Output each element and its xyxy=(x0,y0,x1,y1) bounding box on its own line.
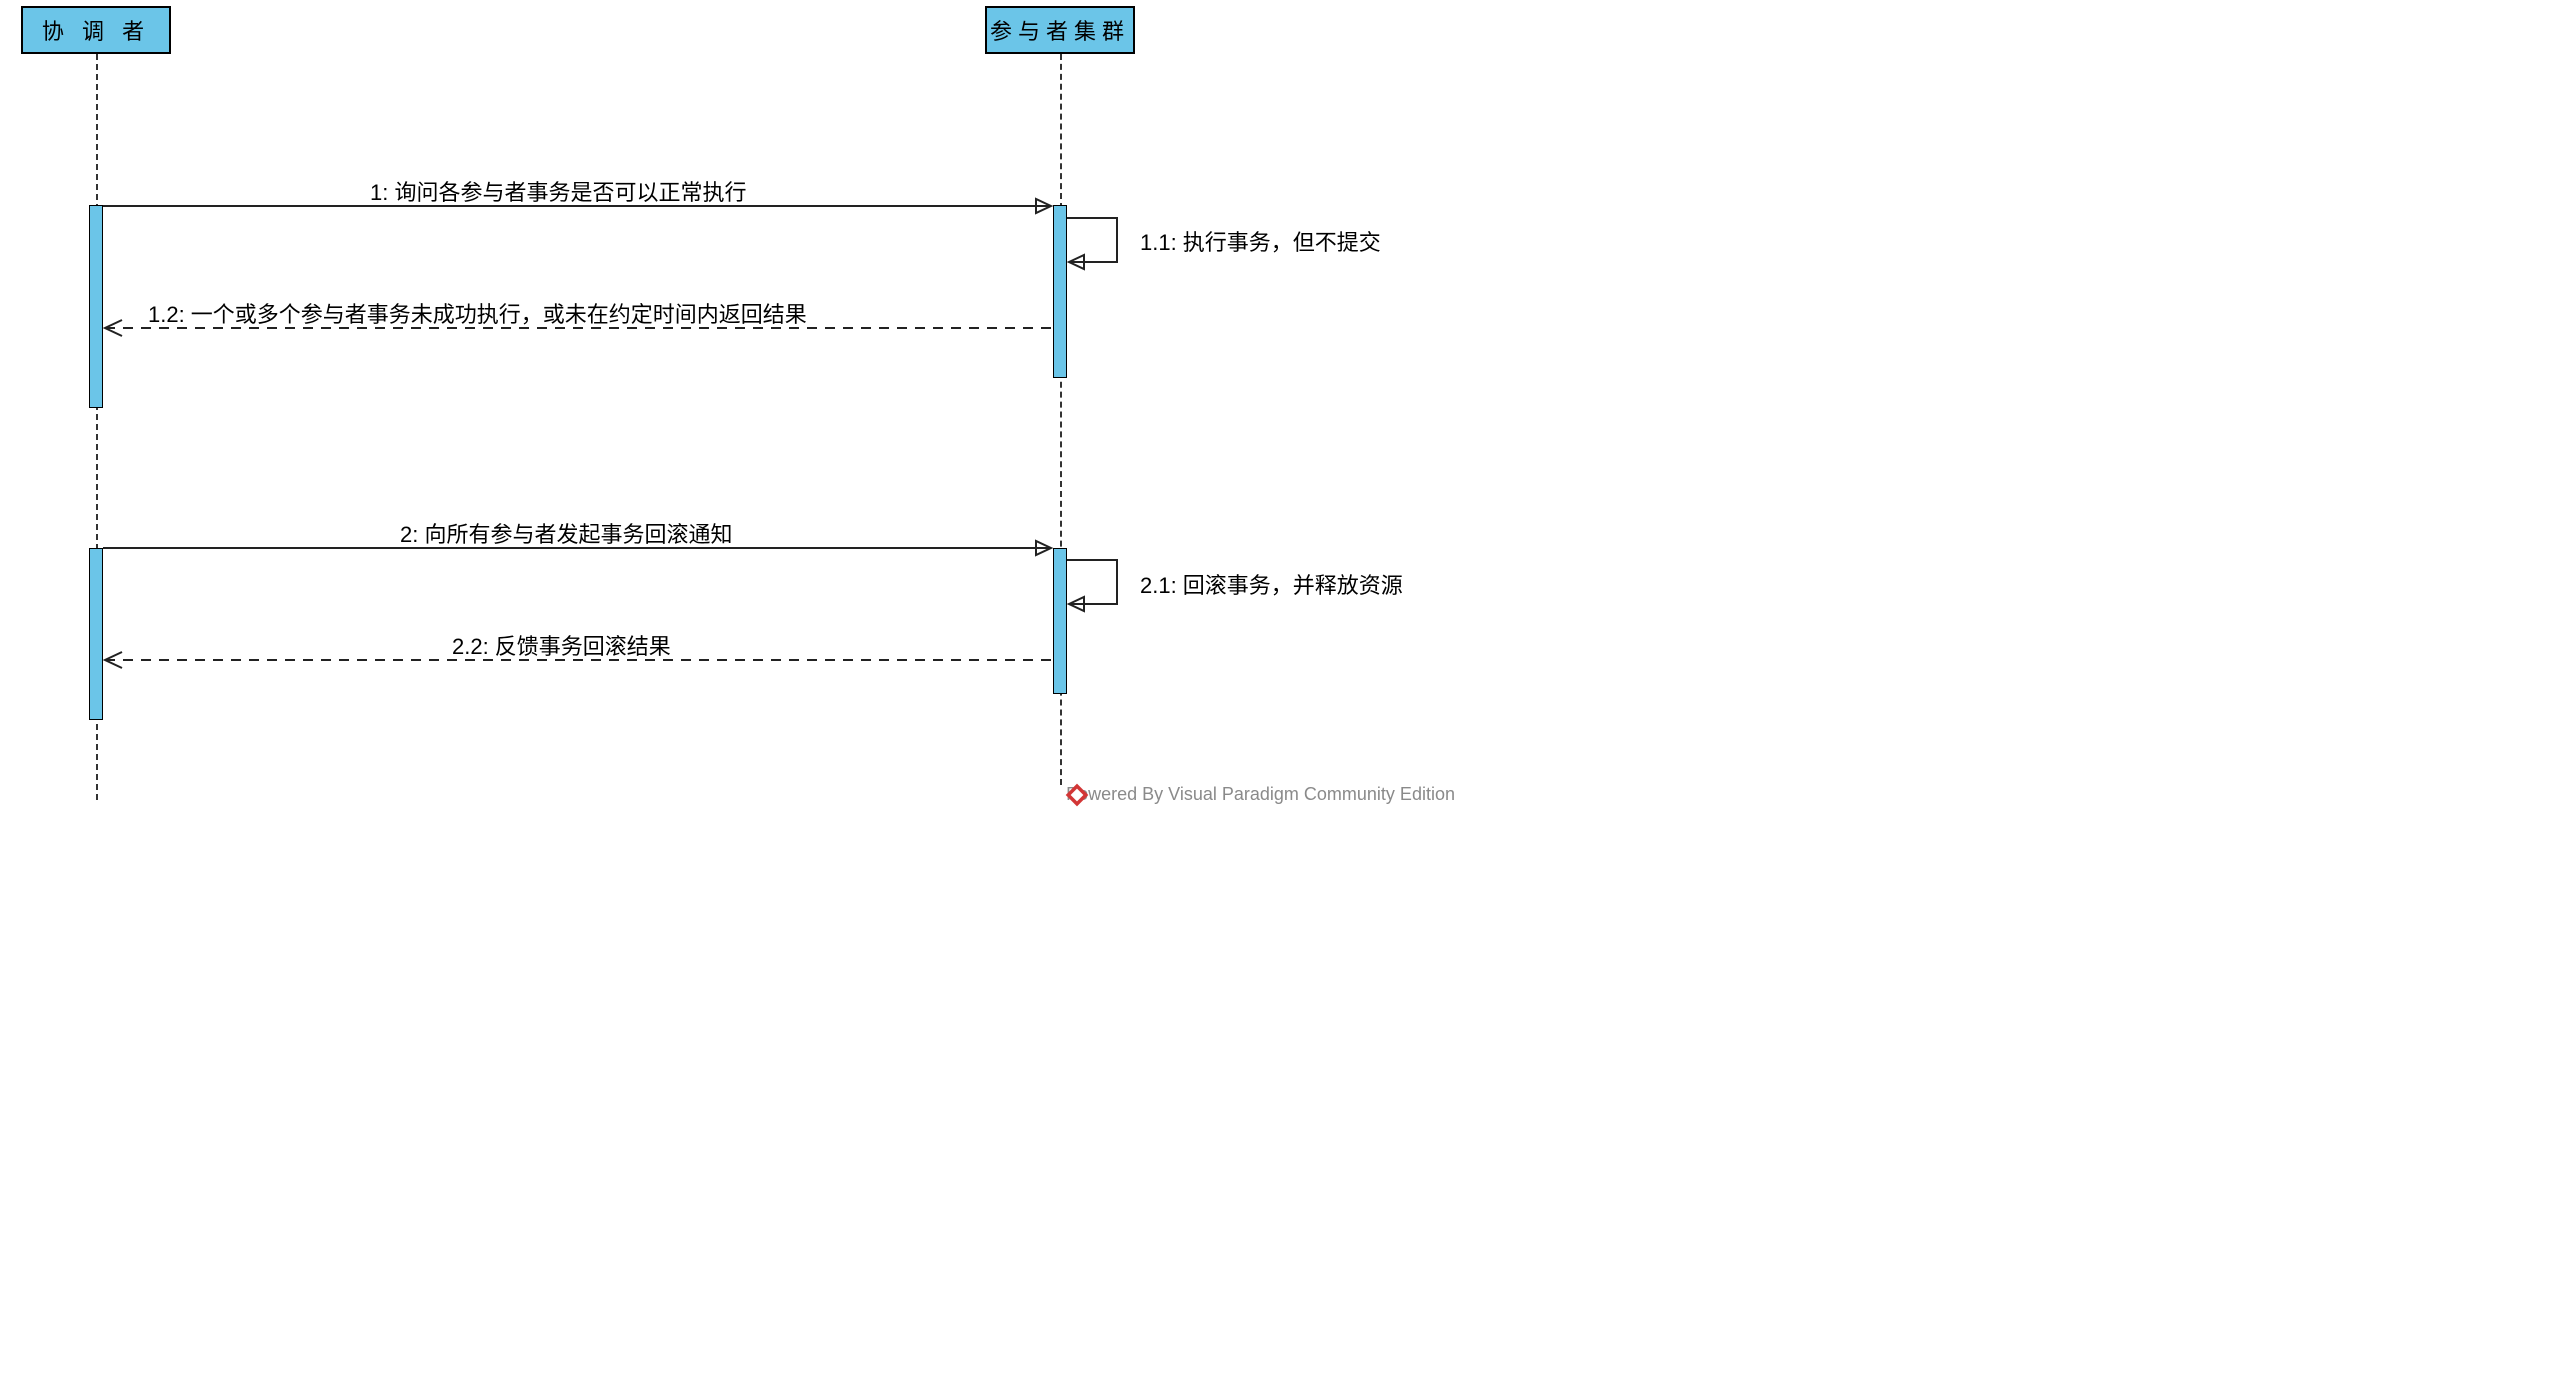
activation-bar xyxy=(89,548,103,720)
participant-cluster: 参与者集群 xyxy=(985,6,1135,54)
arrows-layer xyxy=(0,0,1530,810)
sequence-diagram-canvas: 协 调 者 参与者集群 1: 询问各参与者事务是否可以正常执行 1.1: 执行事… xyxy=(0,0,1530,810)
participant-coordinator: 协 调 者 xyxy=(21,6,171,54)
message-label-1: 1: 询问各参与者事务是否可以正常执行 xyxy=(370,175,746,207)
message-label-2-1: 2.1: 回滚事务，并释放资源 xyxy=(1140,568,1403,600)
watermark-text: Powered By Visual Paradigm Community Edi… xyxy=(1066,784,1455,804)
message-label-2: 2: 向所有参与者发起事务回滚通知 xyxy=(400,517,732,549)
activation-bar xyxy=(1053,205,1067,378)
watermark: Powered By Visual Paradigm Community Edi… xyxy=(1066,784,1490,806)
participant-label: 协 调 者 xyxy=(42,14,150,46)
message-label-1-2: 1.2: 一个或多个参与者事务未成功执行，或未在约定时间内返回结果 xyxy=(148,297,807,329)
message-label-2-2: 2.2: 反馈事务回滚结果 xyxy=(452,629,671,661)
activation-bar xyxy=(89,205,103,408)
participant-label: 参与者集群 xyxy=(990,14,1130,46)
vp-logo-icon xyxy=(1468,784,1490,806)
activation-bar xyxy=(1053,548,1067,694)
message-label-1-1: 1.1: 执行事务，但不提交 xyxy=(1140,225,1381,257)
